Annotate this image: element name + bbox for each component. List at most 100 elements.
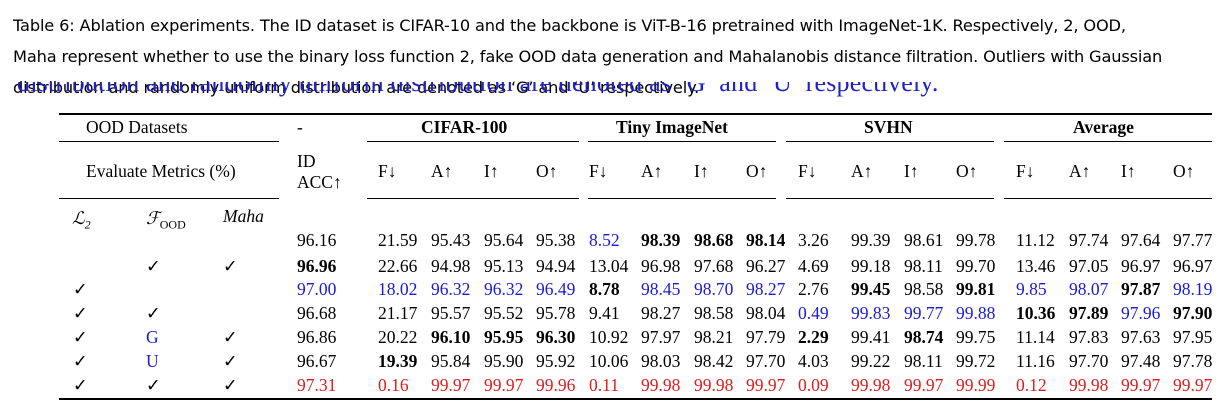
metric-value-cell: 98.74 bbox=[904, 327, 944, 347]
metric-value-cell: 97.79 bbox=[746, 327, 786, 347]
metric-value-cell: 97.63 bbox=[1121, 327, 1161, 347]
metric-value-cell: 97.77 bbox=[1173, 230, 1213, 250]
metric-value-cell: 94.94 bbox=[536, 256, 576, 276]
caption-ghost-overlay: distribution and randomly uniform distri… bbox=[13, 82, 1213, 106]
metric-value-cell: 97.83 bbox=[1069, 327, 1109, 347]
id-acc-label-1: ID bbox=[297, 151, 316, 171]
metric-value-cell: 0.16 bbox=[378, 375, 409, 395]
metric-value-cell: 99.77 bbox=[904, 303, 944, 323]
metric-rule bbox=[367, 198, 579, 199]
metric-value-cell: 96.32 bbox=[431, 279, 471, 299]
metric-header: I↑ bbox=[694, 161, 709, 181]
metric-value-cell: 97.48 bbox=[1121, 351, 1161, 371]
flag-maha-cell: ✓ bbox=[223, 351, 238, 371]
header-rule bbox=[1004, 141, 1212, 142]
metric-value-cell: 10.36 bbox=[1016, 303, 1056, 323]
dash-label: - bbox=[297, 117, 303, 137]
flag-food-sub: OOD bbox=[159, 217, 186, 232]
flag-l2-symbol: ℒ bbox=[72, 208, 85, 228]
metric-header: F↓ bbox=[589, 161, 608, 181]
metric-value-cell: 18.02 bbox=[378, 279, 418, 299]
metric-value-cell: 0.09 bbox=[798, 375, 829, 395]
group-svhn: SVHN bbox=[864, 117, 913, 137]
caption-line-1: Table 6: Ablation experiments. The ID da… bbox=[13, 16, 1126, 35]
metric-header: O↑ bbox=[956, 161, 978, 181]
flag-l2-sub: 2 bbox=[84, 217, 91, 232]
metric-value-cell: 9.85 bbox=[1016, 279, 1047, 299]
metric-value-cell: 99.22 bbox=[851, 351, 891, 371]
metric-value-cell: 13.04 bbox=[589, 256, 629, 276]
metric-value-cell: 98.19 bbox=[1173, 279, 1213, 299]
metric-value-cell: 99.70 bbox=[956, 256, 996, 276]
metric-value-cell: 96.97 bbox=[1121, 256, 1161, 276]
metric-value-cell: 97.05 bbox=[1069, 256, 1109, 276]
header-rule bbox=[59, 141, 279, 142]
metric-header: F↓ bbox=[798, 161, 817, 181]
metric-header: F↓ bbox=[1016, 161, 1035, 181]
metric-value-cell: 21.17 bbox=[378, 303, 418, 323]
id-acc-cell: 96.68 bbox=[297, 303, 337, 323]
metric-header: I↑ bbox=[1121, 161, 1136, 181]
metric-value-cell: 96.27 bbox=[746, 256, 786, 276]
metric-value-cell: 97.78 bbox=[1173, 351, 1213, 371]
metric-value-cell: 95.43 bbox=[431, 230, 471, 250]
metric-value-cell: 96.10 bbox=[431, 327, 471, 347]
metric-value-cell: 99.45 bbox=[851, 279, 891, 299]
flag-l2-cell: ✓ bbox=[73, 303, 88, 323]
ood-datasets-label: OOD Datasets bbox=[86, 117, 188, 137]
id-acc-cell: 96.96 bbox=[297, 256, 337, 276]
flag-l2-cell: ✓ bbox=[73, 375, 88, 395]
metric-value-cell: 4.03 bbox=[798, 351, 829, 371]
metric-value-cell: 95.57 bbox=[431, 303, 471, 323]
group-average: Average bbox=[1073, 117, 1134, 137]
metric-value-cell: 97.64 bbox=[1121, 230, 1161, 250]
metric-value-cell: 0.12 bbox=[1016, 375, 1047, 395]
id-acc-label-2: ACC↑ bbox=[297, 172, 342, 192]
metric-header: A↑ bbox=[1069, 161, 1091, 181]
metric-value-cell: 98.39 bbox=[641, 230, 681, 250]
metric-value-cell: 99.18 bbox=[851, 256, 891, 276]
header-rule bbox=[588, 141, 776, 142]
metric-value-cell: 99.96 bbox=[536, 375, 576, 395]
top-rule bbox=[59, 113, 1212, 115]
metric-value-cell: 2.76 bbox=[798, 279, 829, 299]
metric-value-cell: 10.92 bbox=[589, 327, 629, 347]
table-caption: Table 6: Ablation experiments. The ID da… bbox=[13, 10, 1213, 103]
flag-food-cell: ✓ bbox=[146, 256, 161, 276]
metric-value-cell: 99.75 bbox=[956, 327, 996, 347]
metric-value-cell: 95.64 bbox=[484, 230, 524, 250]
flag-food-cell: ✓ bbox=[146, 303, 161, 323]
metric-value-cell: 95.84 bbox=[431, 351, 471, 371]
metric-value-cell: 96.49 bbox=[536, 279, 576, 299]
metric-value-cell: 99.98 bbox=[694, 375, 734, 395]
metric-value-cell: 98.42 bbox=[694, 351, 734, 371]
metric-value-cell: 96.98 bbox=[641, 256, 681, 276]
group-tiny-imagenet: Tiny ImageNet bbox=[616, 117, 728, 137]
metric-value-cell: 99.97 bbox=[1121, 375, 1161, 395]
metric-value-cell: 98.07 bbox=[1069, 279, 1109, 299]
metric-value-cell: 95.52 bbox=[484, 303, 524, 323]
metric-value-cell: 21.59 bbox=[378, 230, 418, 250]
metric-rule bbox=[786, 198, 994, 199]
metric-value-cell: 3.26 bbox=[798, 230, 829, 250]
flag-l2-cell: ✓ bbox=[73, 279, 88, 299]
metric-header: F↓ bbox=[378, 161, 397, 181]
id-acc-cell: 97.00 bbox=[297, 279, 337, 299]
metric-value-cell: 96.32 bbox=[484, 279, 524, 299]
metric-value-cell: 95.90 bbox=[484, 351, 524, 371]
caption-line-3: distribution and randomly uniform distri… bbox=[13, 78, 700, 97]
id-acc-cell: 96.86 bbox=[297, 327, 337, 347]
caption-ghost-text: distribution and randomly uniform distri… bbox=[17, 82, 939, 97]
metric-value-cell: 10.06 bbox=[589, 351, 629, 371]
metric-value-cell: 99.97 bbox=[484, 375, 524, 395]
metric-value-cell: 98.03 bbox=[641, 351, 681, 371]
metric-value-cell: 4.69 bbox=[798, 256, 829, 276]
metric-rule bbox=[588, 198, 776, 199]
metric-value-cell: 20.22 bbox=[378, 327, 418, 347]
metric-header: O↑ bbox=[1173, 161, 1195, 181]
metric-value-cell: 95.78 bbox=[536, 303, 576, 323]
metric-value-cell: 13.46 bbox=[1016, 256, 1056, 276]
metric-value-cell: 97.89 bbox=[1069, 303, 1109, 323]
metric-value-cell: 95.92 bbox=[536, 351, 576, 371]
metric-value-cell: 98.58 bbox=[904, 279, 944, 299]
